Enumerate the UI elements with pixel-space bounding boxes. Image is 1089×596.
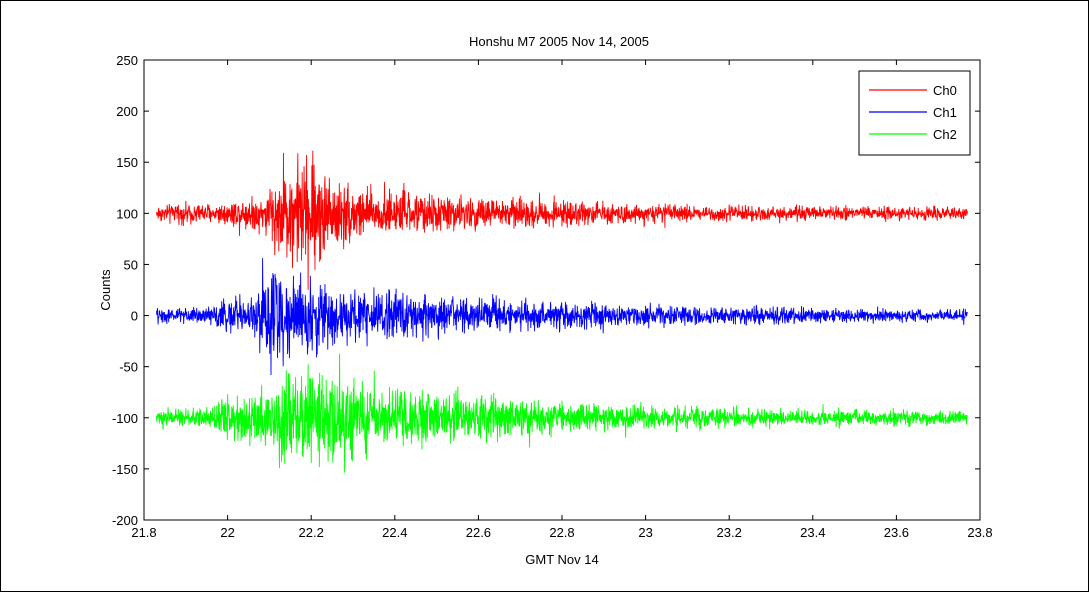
x-tick-label: 23.4	[800, 525, 825, 540]
legend-label-ch2: Ch2	[933, 127, 957, 142]
x-tick-label: 22.8	[549, 525, 574, 540]
series-line-ch0	[156, 150, 968, 290]
x-tick-label: 22.2	[299, 525, 324, 540]
y-tick-label: -200	[112, 513, 138, 528]
y-tick-label: 50	[124, 257, 138, 272]
x-tick-label: 23	[638, 525, 652, 540]
x-tick-label: 23.6	[884, 525, 909, 540]
x-axis: 21.8 22 22.2 22.4 22.6 22.8 23 23.2 23.4 23.6 23.8	[131, 60, 993, 540]
x-tick-label: 22.4	[382, 525, 407, 540]
y-tick-label: 100	[116, 206, 138, 221]
legend-label-ch1: Ch1	[933, 105, 957, 120]
y-tick-label: 250	[116, 53, 138, 68]
y-tick-label: -150	[112, 462, 138, 477]
x-tick-label: 23.8	[967, 525, 992, 540]
series-line-ch1	[156, 258, 968, 376]
legend: Ch0 Ch1 Ch2	[858, 70, 971, 156]
x-axis-label: GMT Nov 14	[525, 552, 598, 567]
trace-group	[156, 150, 968, 473]
y-tick-label: -100	[112, 411, 138, 426]
y-tick-label: 150	[116, 155, 138, 170]
y-tick-label: -50	[119, 360, 138, 375]
y-tick-label: 200	[116, 104, 138, 119]
legend-box	[858, 70, 971, 156]
series-line-ch2	[156, 353, 968, 473]
chart-title: Honshu M7 2005 Nov 14, 2005	[469, 34, 649, 49]
x-tick-label: 22.6	[466, 525, 491, 540]
y-axis-label: Counts	[98, 269, 113, 311]
legend-label-ch0: Ch0	[933, 83, 957, 98]
x-tick-label: 23.2	[717, 525, 742, 540]
plot-area-frame	[143, 59, 981, 521]
x-tick-label: 21.8	[131, 525, 156, 540]
y-tick-label: 0	[131, 309, 138, 324]
x-tick-label: 22	[220, 525, 234, 540]
y-axis: 250 200 150 100 50 0 -50 -100 -150 -200	[112, 53, 980, 528]
